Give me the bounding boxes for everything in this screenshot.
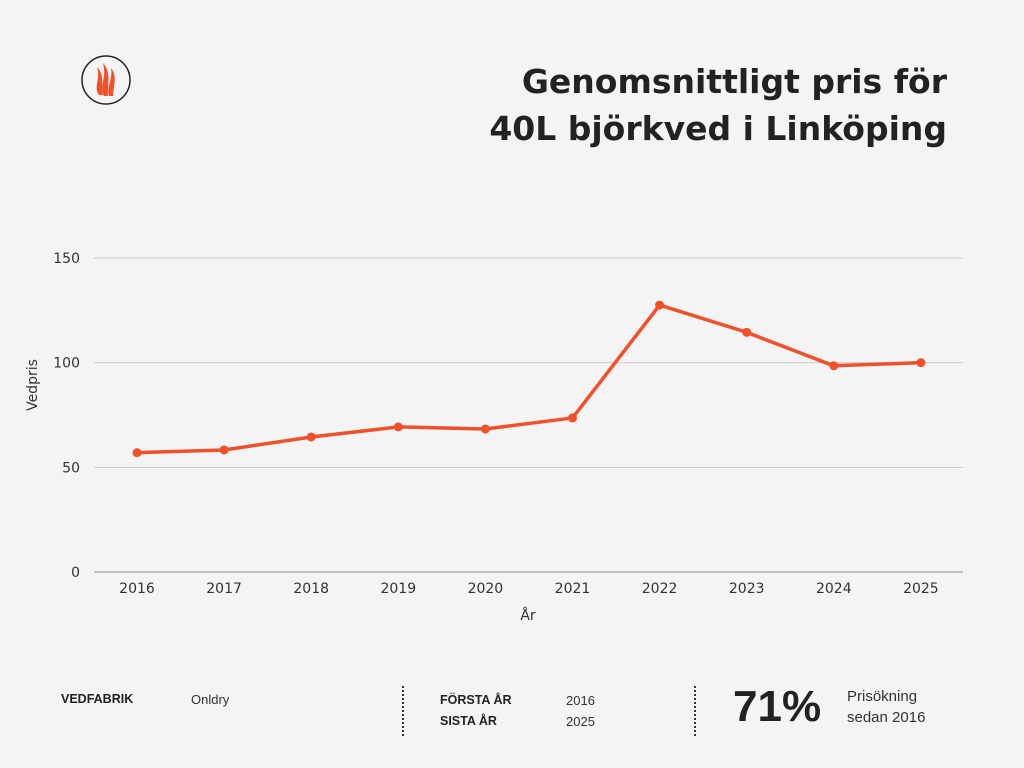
data-point [219,445,229,455]
x-tick-label: 2021 [555,581,591,597]
last-year-label: SISTA ÅR [440,714,497,728]
increase-text-1: Prisökning [847,688,918,705]
title-line-1: Genomsnittligt pris för [521,62,947,101]
data-point [742,327,752,337]
increase-caption: Prisökning sedan 2016 [847,686,925,728]
y-tick-label: 100 [53,356,80,372]
data-point [306,432,316,442]
data-point [568,413,577,423]
x-tick-label: 2023 [729,581,765,597]
x-tick-label: 2018 [293,581,329,597]
series-line [136,303,921,455]
data-point [393,422,403,432]
y-tick-label: 0 [71,565,80,581]
vedfabrik-value: Onldry [191,692,230,707]
x-tick-label: 2017 [206,581,242,597]
x-tick-label: 2025 [903,581,939,597]
increase-percent: 71% [733,682,822,731]
data-point [480,424,490,434]
divider [694,686,696,736]
x-tick-label: 2024 [816,581,852,597]
x-tick-label: 2022 [642,581,678,597]
first-year-value: 2016 [566,693,595,708]
y-tick-label: 150 [53,251,80,267]
x-tick-label: 2019 [380,581,416,597]
first-year-label: FÖRSTA ÅR [440,693,512,707]
y-tick-label: 50 [62,460,80,476]
title-line-2: 40L björkved i Linköping [489,109,947,148]
divider [402,686,404,736]
y-axis-label: Vedpris [25,359,41,411]
data-point [829,361,839,371]
vedfabrik-label: VEDFABRIK [61,692,134,706]
x-tick-label: 2020 [468,581,504,597]
line-chart: 0 50 100 150 2016 2017 2018 2019 2020 2021 2022 202… [25,251,963,624]
data-point [132,448,142,458]
flame-logo-icon [81,55,131,105]
x-axis-label: År [520,607,536,624]
last-year-value: 2025 [566,714,595,729]
data-point [916,358,926,368]
x-tick-label: 2016 [119,581,155,597]
chart-title: Genomsnittligt pris för 40L björkved i L… [489,58,947,152]
data-point [655,300,665,310]
increase-text-2: sedan 2016 [847,709,926,726]
